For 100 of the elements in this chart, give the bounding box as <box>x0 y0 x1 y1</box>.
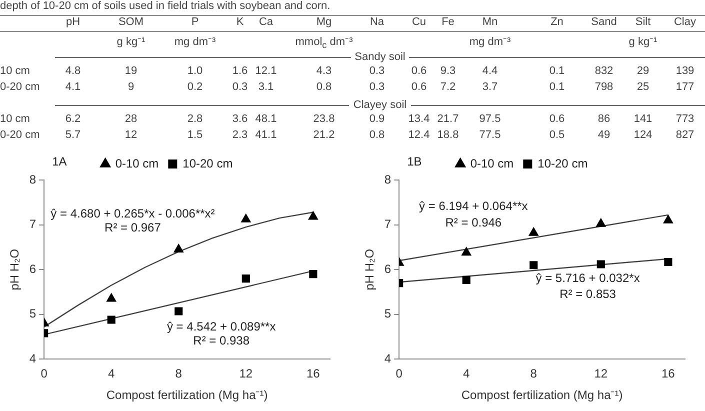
annotation: ŷ = 5.716 + 0.032*x <box>536 270 640 285</box>
category-label: Sand <box>591 16 617 28</box>
text: 0.3 <box>369 65 385 77</box>
x-tick-label: 16 <box>662 366 676 381</box>
legend-label: 10-20 cm <box>538 156 588 170</box>
point <box>174 244 184 252</box>
annotation: ŷ = 6.194 + 0.064**x <box>419 199 528 214</box>
text: 1.6 <box>232 65 248 77</box>
category-label: Zn <box>550 16 564 28</box>
text: 18.8 <box>437 129 459 141</box>
text: 0.6 <box>411 65 427 77</box>
category-label: pH <box>66 16 80 28</box>
legend-label: 0-10 cm <box>470 156 514 170</box>
x-tick-label: 16 <box>306 366 320 381</box>
y-tick-label: 8 <box>384 172 392 186</box>
category-label: 0-20 cm <box>0 81 40 93</box>
text: 12 <box>124 129 138 141</box>
text: 3.1 <box>258 81 274 93</box>
y-tick-label: 6 <box>29 262 36 276</box>
x-tick-label: 12 <box>239 366 253 381</box>
text: 4.1 <box>65 81 81 93</box>
text: 2.3 <box>232 129 248 141</box>
text: 48.1 <box>255 113 277 125</box>
category-label: 10 cm <box>0 65 30 77</box>
point <box>241 214 251 222</box>
category-label: Mn <box>482 16 498 28</box>
chart-title: 1A <box>52 154 67 168</box>
text: g kg⁻¹ <box>116 36 146 48</box>
category-label: Ca <box>258 16 274 28</box>
text: 23.8 <box>313 113 335 125</box>
annotation: R² = 0.967 <box>104 220 162 235</box>
category-label: Clay <box>674 16 696 28</box>
point <box>242 274 250 283</box>
legend-label: 10-20 cm <box>182 156 233 170</box>
point <box>596 260 605 268</box>
point <box>530 261 538 270</box>
x-tick-label: 4 <box>108 366 116 381</box>
text: 773 <box>676 113 694 125</box>
text: depth of 10-20 cm of soils used in field trials with soybean and corn. <box>0 0 330 12</box>
annotation: ŷ = 4.680 + 0.265*x - 0.006**x² <box>50 206 215 220</box>
x-axis-title: Compost fertilization (Mg ha⁻¹) <box>106 388 268 402</box>
point <box>528 227 538 236</box>
y-axis-title: pH H₂O <box>362 248 377 290</box>
text: 97.5 <box>479 113 501 125</box>
text: 4.8 <box>65 65 81 77</box>
text: 1.5 <box>187 129 203 141</box>
text: 86 <box>598 113 610 125</box>
text: 9 <box>128 81 134 93</box>
annotation: R² = 0.853 <box>560 287 616 301</box>
legend-label: 0-10 cm <box>115 156 159 170</box>
point <box>308 211 318 220</box>
y-tick-label: 4 <box>384 352 392 366</box>
annotation: R² = 0.946 <box>445 215 502 230</box>
y-tick-label: 6 <box>384 262 392 276</box>
text: 0.9 <box>369 113 385 125</box>
text: 0.8 <box>316 81 332 93</box>
text: 29 <box>636 65 650 77</box>
text: 7.2 <box>440 81 456 93</box>
text: mg dm⁻³ <box>469 36 511 48</box>
text: 0.8 <box>369 129 385 141</box>
point <box>107 316 116 324</box>
x-axis-title: Compost fertilization (Mg ha⁻¹) <box>461 388 623 402</box>
text: 21.7 <box>437 113 459 125</box>
y-axis-title: pH H₂O <box>8 248 22 290</box>
text: 77.5 <box>479 129 501 141</box>
text: 832 <box>594 65 614 77</box>
text: 0.1 <box>549 81 565 93</box>
category-label: Fe <box>442 16 454 28</box>
text: 141 <box>634 113 652 125</box>
y-tick-label: 7 <box>29 217 36 232</box>
text: 0.6 <box>549 113 565 125</box>
text: 0.2 <box>187 81 203 93</box>
text: 3.6 <box>232 113 248 125</box>
text: 12.1 <box>255 65 277 77</box>
x-tick-label: 4 <box>463 366 470 381</box>
x-tick-label: 12 <box>594 366 608 381</box>
text: mmol$_{c}$ dm⁻³ <box>295 36 353 50</box>
text: 798 <box>594 81 614 93</box>
text: 9.3 <box>440 65 456 77</box>
text: mg dm⁻³ <box>174 36 216 48</box>
category-label: SOM <box>118 16 144 28</box>
text: 0.3 <box>232 81 248 93</box>
text: 0.1 <box>549 65 565 77</box>
x-tick-label: 0 <box>40 366 48 381</box>
text: 13.4 <box>408 113 430 125</box>
text: 21.2 <box>313 129 335 141</box>
text: 827 <box>676 129 694 141</box>
point <box>664 258 672 266</box>
text: g kg⁻¹ <box>628 36 658 48</box>
text: Sandy soil <box>354 51 406 63</box>
annotation: R² = 0.938 <box>193 334 250 348</box>
text: 4.4 <box>482 65 498 77</box>
text: 41.1 <box>255 129 277 141</box>
y-tick-label: 8 <box>29 172 36 186</box>
text: 139 <box>676 65 694 77</box>
category-label: 0-20 cm <box>0 129 40 141</box>
text: 2.8 <box>187 113 203 125</box>
y-tick-label: 5 <box>384 306 392 321</box>
point <box>462 247 472 256</box>
text: 4.3 <box>316 65 332 77</box>
